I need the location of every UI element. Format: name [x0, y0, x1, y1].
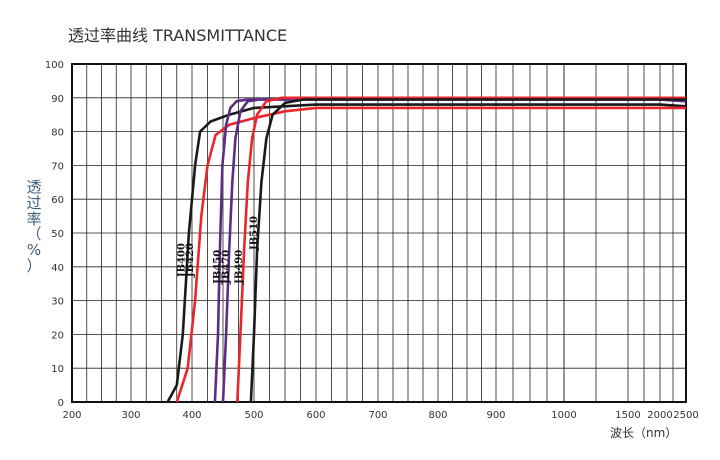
series-line-jb510	[249, 98, 686, 403]
x-tick-label: 400	[182, 410, 201, 421]
y-tick-label: 70	[51, 161, 64, 172]
y-tick-label: 60	[51, 195, 64, 206]
y-axis-label: 透 过 率 （ % ）	[14, 178, 54, 275]
plot-frame	[71, 63, 687, 403]
y-axis-label-char: %	[26, 241, 42, 259]
series-line-jb420	[175, 106, 686, 403]
curve-label: JB470	[221, 250, 232, 285]
curve-label: JB450	[213, 250, 224, 285]
y-tick-label: 100	[45, 60, 64, 71]
x-tick-label: 500	[244, 410, 263, 421]
curve-label: JB400	[177, 243, 188, 278]
y-tick-label: 80	[51, 128, 64, 139]
x-tick-label: 1500	[615, 410, 640, 421]
x-tick-label: 700	[368, 410, 387, 421]
y-axis-label-char: ）	[26, 256, 42, 275]
x-tick-label: 300	[121, 410, 140, 421]
y-tick-label: 40	[51, 263, 64, 274]
curve-label: JB420	[185, 243, 196, 278]
y-axis-label-char: 率	[26, 209, 42, 228]
y-tick-label: 30	[51, 297, 64, 308]
series-line-jb400	[166, 103, 687, 403]
series-line-jb490	[236, 96, 686, 403]
y-tick-label: 0	[58, 398, 64, 409]
series-line-jb450	[213, 98, 687, 403]
x-tick-label: 900	[486, 410, 505, 421]
x-tick-label: 200	[62, 410, 81, 421]
y-tick-label: 20	[51, 330, 64, 341]
y-tick-label: 10	[51, 364, 64, 375]
x-tick-label: 800	[428, 410, 447, 421]
y-tick-label: 50	[51, 229, 64, 240]
x-tick-label: 2500	[673, 410, 698, 421]
y-axis-label-char: 透	[26, 178, 42, 196]
y-axis-label-char: 过	[26, 193, 42, 212]
curve-label: JB510	[249, 216, 260, 251]
x-tick-label: 2000	[647, 410, 672, 421]
x-tick-label: 600	[306, 410, 325, 421]
y-tick-label: 90	[51, 94, 64, 105]
series-line-jb470	[221, 98, 687, 403]
x-axis-label: 波长（nm）	[610, 426, 678, 440]
chart-title: 透过率曲线 TRANSMITTANCE	[68, 26, 288, 45]
y-axis-label-char: （	[26, 225, 42, 244]
curve-label: JB490	[234, 250, 245, 285]
x-tick-label: 1000	[551, 410, 576, 421]
